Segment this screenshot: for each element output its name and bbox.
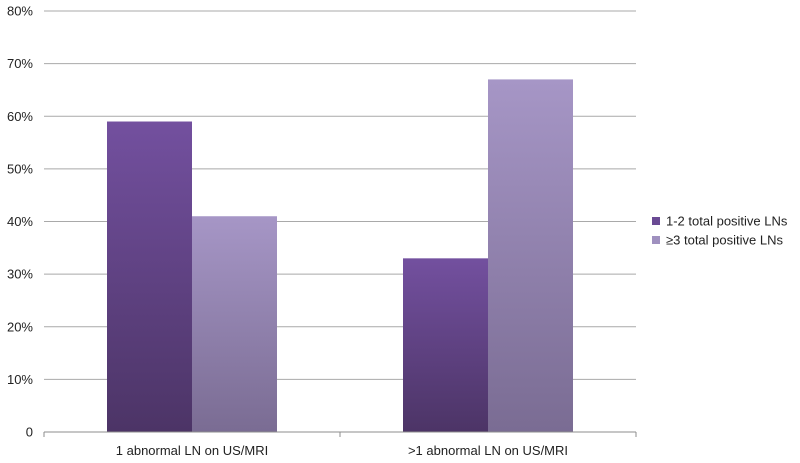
bar-series-2-cat-1	[192, 216, 277, 432]
x-axis	[43, 431, 637, 437]
y-tick-label: 40%	[7, 214, 33, 229]
x-category-label: 1 abnormal LN on US/MRI	[116, 443, 268, 458]
x-axis-labels: 1 abnormal LN on US/MRI >1 abnormal LN on…	[116, 443, 568, 458]
legend-label: ≥3 total positive LNs	[666, 233, 783, 248]
legend-swatch	[652, 217, 660, 225]
y-tick-label: 20%	[7, 319, 33, 334]
bars	[107, 79, 573, 432]
y-tick-label: 30%	[7, 267, 33, 282]
bar-series-1-cat-2	[403, 258, 488, 432]
bar-series-2-cat-2	[488, 79, 573, 432]
legend: 1-2 total positive LNs ≥3 total positive …	[652, 214, 788, 248]
x-category-label: >1 abnormal LN on US/MRI	[408, 443, 568, 458]
bar-series-1-cat-1	[107, 121, 192, 432]
y-tick-label: 0	[26, 425, 33, 440]
legend-label: 1-2 total positive LNs	[666, 214, 788, 229]
y-tick-label: 50%	[7, 161, 33, 176]
y-tick-label: 80%	[7, 4, 33, 19]
y-tick-label: 10%	[7, 372, 33, 387]
y-tick-label: 60%	[7, 109, 33, 124]
legend-swatch	[652, 236, 660, 244]
y-axis-ticks: 0 10% 20% 30% 40% 50% 60% 70% 80%	[7, 4, 33, 440]
y-tick-label: 70%	[7, 56, 33, 71]
